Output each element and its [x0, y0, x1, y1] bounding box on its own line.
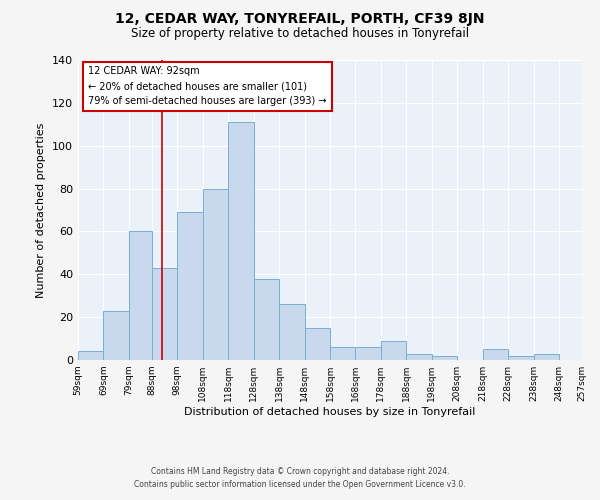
Bar — [103, 310, 129, 360]
Bar — [177, 212, 203, 360]
Bar — [254, 278, 279, 360]
Text: Size of property relative to detached houses in Tonyrefail: Size of property relative to detached ho… — [131, 28, 469, 40]
Text: 12, CEDAR WAY, TONYREFAIL, PORTH, CF39 8JN: 12, CEDAR WAY, TONYREFAIL, PORTH, CF39 8… — [115, 12, 485, 26]
Bar — [203, 188, 228, 360]
Bar — [152, 268, 177, 360]
Bar — [129, 232, 152, 360]
Bar — [279, 304, 305, 360]
Bar — [228, 122, 254, 360]
Bar — [508, 356, 533, 360]
Bar — [381, 340, 406, 360]
Bar — [78, 352, 103, 360]
Bar — [330, 347, 355, 360]
Bar — [406, 354, 432, 360]
Bar — [483, 350, 508, 360]
Y-axis label: Number of detached properties: Number of detached properties — [37, 122, 46, 298]
Text: 12 CEDAR WAY: 92sqm
← 20% of detached houses are smaller (101)
79% of semi-detac: 12 CEDAR WAY: 92sqm ← 20% of detached ho… — [88, 66, 326, 106]
Bar — [432, 356, 457, 360]
Bar — [355, 347, 381, 360]
Bar — [533, 354, 559, 360]
Text: Contains HM Land Registry data © Crown copyright and database right 2024.
Contai: Contains HM Land Registry data © Crown c… — [134, 468, 466, 489]
Bar — [305, 328, 330, 360]
X-axis label: Distribution of detached houses by size in Tonyrefail: Distribution of detached houses by size … — [184, 407, 476, 417]
